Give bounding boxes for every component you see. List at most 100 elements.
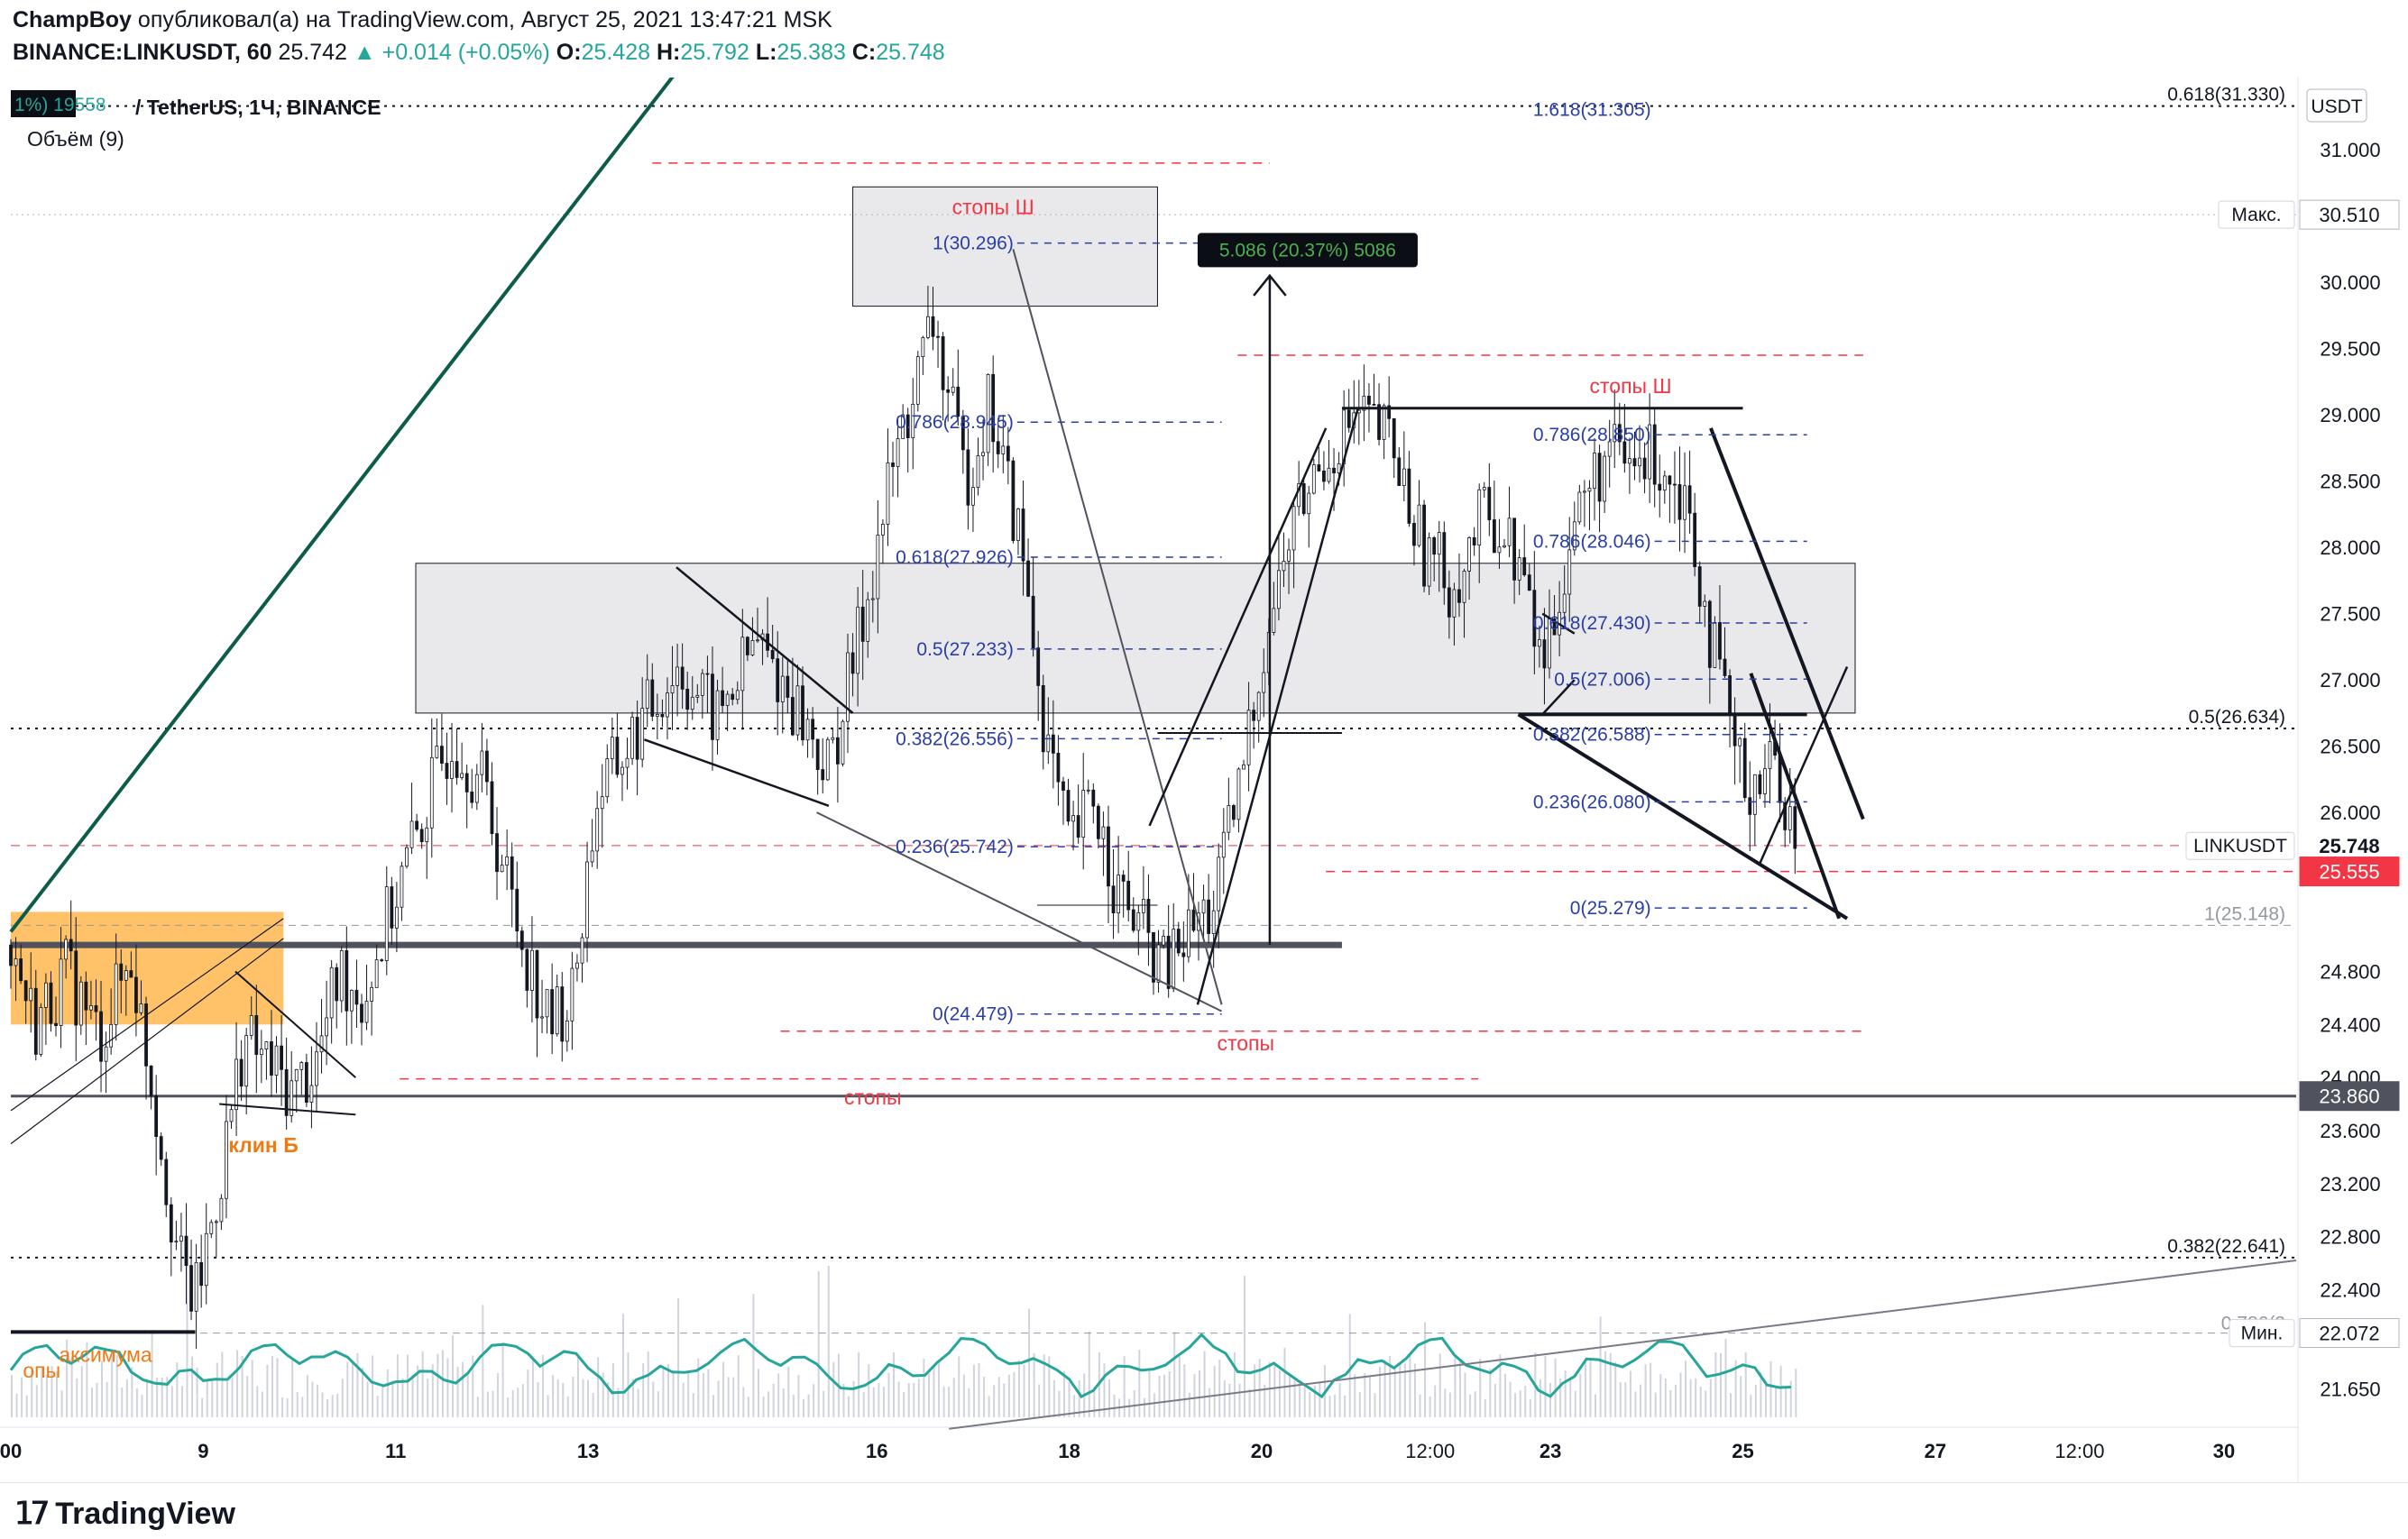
- candle-body: [194, 1261, 198, 1312]
- candle-body: [1763, 768, 1767, 794]
- volume-bar: [1278, 1370, 1281, 1417]
- volume-bar: [291, 1358, 294, 1417]
- candle-body: [1332, 467, 1336, 473]
- wedge-line[interactable]: [1749, 673, 1842, 920]
- candle-body: [971, 487, 975, 506]
- candle-body: [525, 948, 529, 991]
- channel-line[interactable]: [1196, 408, 1359, 1005]
- candle-body: [1583, 490, 1586, 493]
- tradingview-logo[interactable]: 𝟣𝟩 TradingView: [14, 1496, 235, 1532]
- volume-bar: [1719, 1352, 1722, 1417]
- candle-body: [474, 774, 479, 803]
- wedge-line[interactable]: [234, 970, 356, 1078]
- volume-bar: [1143, 1397, 1145, 1417]
- wedge-line[interactable]: [1709, 427, 1865, 820]
- candle-body: [309, 1085, 314, 1104]
- candle-body: [1738, 737, 1742, 747]
- volume-bar: [1789, 1380, 1792, 1417]
- candle-body: [605, 758, 610, 798]
- volume-bar: [381, 1384, 384, 1417]
- volume-bar: [517, 1388, 519, 1417]
- candle-body: [860, 606, 865, 642]
- volume-bar: [266, 1364, 269, 1417]
- candle-body: [1387, 405, 1392, 419]
- volume-bar: [60, 1390, 63, 1417]
- volume-bar: [76, 1378, 78, 1417]
- wedge-line[interactable]: [676, 566, 854, 714]
- volume-bar: [261, 1391, 263, 1417]
- candle-body: [1577, 491, 1582, 523]
- volume-bar: [106, 1381, 108, 1417]
- candle-body: [831, 737, 835, 740]
- price-badge: [2299, 199, 2400, 230]
- measure-label-bg: [1197, 233, 1418, 268]
- wedge-line[interactable]: [1541, 612, 1576, 635]
- volume-bar: [391, 1380, 394, 1417]
- volume-bar: [1178, 1355, 1181, 1417]
- price-tick-label: 28.000: [2320, 536, 2380, 559]
- volume-bar: [587, 1379, 590, 1417]
- wedge-line[interactable]: [1758, 665, 1849, 866]
- candle-body: [419, 829, 424, 843]
- volume-bar: [1614, 1361, 1617, 1417]
- candle-body: [745, 637, 749, 655]
- candle-body: [464, 773, 469, 792]
- volume-bar: [1258, 1359, 1261, 1417]
- price-chart[interactable]: 1(30.296) 0.786(28.945) 0.618(27.926) 0.5(2…: [0, 78, 2408, 1482]
- wedge-line[interactable]: [1012, 249, 1223, 1005]
- wedge-line[interactable]: [1541, 679, 1576, 716]
- volume-bar: [521, 1384, 524, 1417]
- candle-body: [199, 1261, 204, 1287]
- annotation-label: стопы Ш: [952, 195, 1034, 218]
- volume-bar: [396, 1354, 399, 1417]
- candle-body: [1056, 753, 1061, 783]
- volume-bar: [807, 1394, 810, 1417]
- candle-body: [846, 652, 850, 722]
- candle-body: [966, 449, 970, 506]
- candle-body: [1788, 806, 1792, 830]
- price-tick-label: 29.000: [2320, 404, 2380, 426]
- channel-line[interactable]: [1148, 427, 1328, 827]
- trend-line[interactable]: [949, 1260, 2297, 1430]
- candle-body: [1748, 797, 1752, 815]
- candle-body: [1522, 557, 1527, 576]
- volume-bar: [1389, 1356, 1392, 1417]
- channel-line[interactable]: [10, 918, 284, 1112]
- candle-body: [535, 949, 539, 1019]
- candle-body: [1677, 484, 1682, 520]
- symbol-name[interactable]: BINANCE:LINKUSDT, 60: [13, 40, 272, 65]
- candle-body: [1026, 560, 1030, 597]
- candle-body: [1718, 622, 1722, 660]
- candle-body: [1221, 831, 1226, 858]
- author-name[interactable]: ChampBoy: [13, 7, 132, 32]
- annotation-label: аксимума: [59, 1342, 152, 1366]
- volume-bar: [1354, 1374, 1356, 1417]
- volume-title[interactable]: Объём (9): [27, 127, 124, 151]
- trend-line[interactable]: [9, 78, 709, 933]
- volume-bar: [1148, 1370, 1151, 1417]
- candle-body: [425, 827, 429, 843]
- volume-bar: [196, 1367, 198, 1417]
- wedge-line[interactable]: [1517, 712, 1849, 921]
- candle-body: [921, 337, 925, 358]
- wedge-line[interactable]: [643, 738, 830, 807]
- volume-ma-line: [9, 1333, 1791, 1399]
- candle-body: [409, 820, 414, 848]
- currency-button[interactable]: USDT: [2311, 96, 2362, 117]
- channel-line[interactable]: [10, 938, 284, 1145]
- volume-bar: [386, 1369, 389, 1417]
- candle-body: [1166, 935, 1171, 989]
- candle-body: [570, 967, 574, 1021]
- wedge-line[interactable]: [219, 1103, 356, 1116]
- brand-name: TradingView: [55, 1497, 235, 1531]
- volume-bar: [351, 1362, 354, 1417]
- volume-bar: [848, 1396, 850, 1417]
- wedge-line[interactable]: [816, 811, 1223, 1012]
- candle-body: [1051, 734, 1055, 754]
- volume-bar: [276, 1358, 279, 1417]
- series-title[interactable]: / TetherUS, 1Ч, BINANCE: [135, 96, 381, 119]
- volume-bar: [1028, 1308, 1031, 1417]
- volume-bar: [607, 1382, 610, 1417]
- candle-body: [996, 441, 1000, 454]
- candle-body: [319, 1035, 324, 1053]
